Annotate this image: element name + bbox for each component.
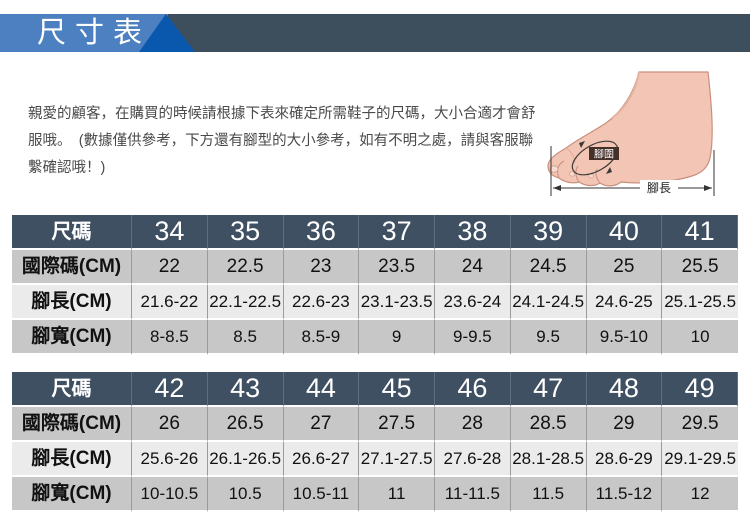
size-header-cell: 45 (359, 372, 435, 407)
length-label: 腳長 (647, 181, 671, 195)
size-value-cell: 26 (132, 407, 208, 442)
row-label: 尺碼 (12, 372, 132, 407)
size-header-row: 尺碼 42 43 44 45 46 47 48 49 (12, 372, 738, 407)
intro-text: 親愛的顧客，在購買的時候請根據下表來確定所需鞋子的尺碼，大小合適才會舒服哦。 (… (28, 106, 536, 176)
size-value-cell: 27.1-27.5 (359, 442, 435, 477)
size-value-cell: 27 (283, 407, 360, 442)
size-data-row: 國際碼(CM) 22 22.5 23 23.5 24 24.5 25 25.5 (12, 250, 738, 285)
size-value-cell: 28.1-28.5 (510, 442, 587, 477)
size-header-cell: 43 (207, 372, 284, 407)
size-value-cell: 29.5 (662, 407, 738, 442)
size-table-large: 尺碼 42 43 44 45 46 47 48 49 國際碼(CM) 26 26.5 27 27.5 28 2… (12, 372, 738, 512)
size-header-cell: 36 (283, 215, 360, 250)
size-value-cell: 21.6-22 (132, 285, 208, 320)
size-value-cell: 25 (586, 250, 663, 285)
size-value-cell: 26.5 (207, 407, 284, 442)
size-value-cell: 22.6-23 (283, 285, 360, 320)
size-value-cell: 24 (435, 250, 511, 285)
page-title: 尺寸表 (37, 17, 152, 49)
size-value-cell: 9-9.5 (435, 320, 511, 355)
girth-measure (571, 140, 619, 176)
size-value-cell: 8.5 (207, 320, 284, 355)
size-value-cell: 22.5 (207, 250, 284, 285)
size-value-cell: 26.1-26.5 (207, 442, 284, 477)
size-header-cell: 39 (510, 215, 587, 250)
foot-diagram: 腳圍 腳長 (547, 71, 715, 196)
row-label: 國際碼(CM) (12, 407, 132, 442)
size-value-cell: 11.5 (510, 477, 587, 512)
size-value-cell: 28 (435, 407, 511, 442)
size-data-row: 腳寬(CM) 10-10.5 10.5 10.5-11 11 11-11.5 11.5 11.… (12, 477, 738, 512)
size-data-row: 腳寬(CM) 8-8.5 8.5 8.5-9 9 9-9.5 9.5 9.5-10 10 (12, 320, 738, 355)
size-header-cell: 46 (435, 372, 511, 407)
size-header-cell: 49 (662, 372, 738, 407)
size-value-cell: 25.5 (662, 250, 738, 285)
size-header-cell: 38 (435, 215, 511, 250)
size-value-cell: 24.5 (510, 250, 587, 285)
size-value-cell: 23 (283, 250, 360, 285)
size-value-cell: 9.5 (510, 320, 587, 355)
size-value-cell: 25.6-26 (132, 442, 208, 477)
size-header-cell: 37 (359, 215, 435, 250)
size-value-cell: 8-8.5 (132, 320, 208, 355)
size-value-cell: 11 (359, 477, 435, 512)
size-value-cell: 23.1-23.5 (359, 285, 435, 320)
size-data-row: 腳長(CM) 25.6-26 26.1-26.5 26.6-27 27.1-27.5 27… (12, 442, 738, 477)
size-value-cell: 27.5 (359, 407, 435, 442)
row-label: 國際碼(CM) (12, 250, 132, 285)
size-header-cell: 42 (132, 372, 208, 407)
size-header-cell: 44 (283, 372, 360, 407)
size-table-small: 尺碼 34 35 36 37 38 39 40 41 國際碼(CM) 22 22.5 23 23.5 24 2… (12, 215, 738, 355)
row-label: 腳長(CM) (12, 442, 132, 477)
size-header-cell: 41 (662, 215, 738, 250)
size-value-cell: 26.6-27 (283, 442, 360, 477)
size-value-cell: 10.5-11 (283, 477, 360, 512)
size-header-cell: 40 (586, 215, 663, 250)
size-value-cell: 10 (662, 320, 738, 355)
size-value-cell: 24.1-24.5 (510, 285, 587, 320)
size-value-cell: 9 (359, 320, 435, 355)
size-value-cell: 23.5 (359, 250, 435, 285)
size-value-cell: 25.1-25.5 (662, 285, 738, 320)
size-value-cell: 28.5 (510, 407, 587, 442)
size-value-cell: 10.5 (207, 477, 284, 512)
size-value-cell: 22 (132, 250, 208, 285)
size-value-cell: 12 (662, 477, 738, 512)
size-value-cell: 29.1-29.5 (662, 442, 738, 477)
size-value-cell: 23.6-24 (435, 285, 511, 320)
size-data-row: 國際碼(CM) 26 26.5 27 27.5 28 28.5 29 29.5 (12, 407, 738, 442)
girth-label-badge: 腳圍 (589, 147, 619, 161)
size-value-cell: 24.6-25 (586, 285, 663, 320)
row-label: 尺碼 (12, 215, 132, 250)
row-label: 腳寬(CM) (12, 320, 132, 355)
size-value-cell: 29 (586, 407, 663, 442)
row-label: 腳寬(CM) (12, 477, 132, 512)
size-value-cell: 28.6-29 (586, 442, 663, 477)
size-header-cell: 48 (586, 372, 663, 407)
size-header-cell: 47 (510, 372, 587, 407)
girth-label: 腳圍 (594, 149, 614, 161)
size-value-cell: 27.6-28 (435, 442, 511, 477)
size-data-row: 腳長(CM) 21.6-22 22.1-22.5 22.6-23 23.1-23.5 23… (12, 285, 738, 320)
size-header-cell: 35 (207, 215, 284, 250)
size-value-cell: 11-11.5 (435, 477, 511, 512)
row-label: 腳長(CM) (12, 285, 132, 320)
size-header-row: 尺碼 34 35 36 37 38 39 40 41 (12, 215, 738, 250)
size-header-cell: 34 (132, 215, 208, 250)
size-value-cell: 11.5-12 (586, 477, 663, 512)
size-value-cell: 22.1-22.5 (207, 285, 284, 320)
title-banner: 尺寸表 (0, 14, 750, 52)
size-value-cell: 8.5-9 (283, 320, 360, 355)
length-measure: 腳長 (550, 146, 715, 196)
size-value-cell: 10-10.5 (132, 477, 208, 512)
size-value-cell: 9.5-10 (586, 320, 663, 355)
